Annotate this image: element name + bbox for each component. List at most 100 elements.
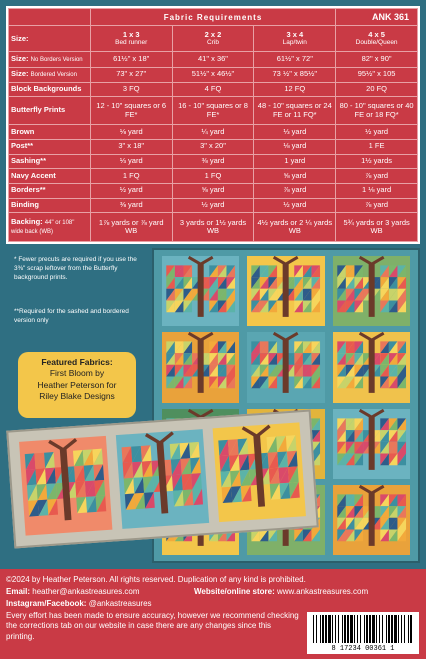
size-header-cell: 3 x 4 Lap/twin (253, 25, 337, 53)
table-cell: 3" x 18" (89, 138, 173, 155)
social-handle[interactable]: @ankastreasures (88, 599, 152, 608)
butterfly-block (115, 429, 210, 529)
table-cell: ⅜ yard (171, 153, 255, 170)
butterfly-block (212, 422, 306, 523)
fabric-requirements-table: Fabric Requirements ANK 361 Size: 1 x 3 Be… (6, 6, 420, 244)
table-cell: 73 ½" x 85½" (253, 66, 337, 83)
table-cell: 1 FE (335, 138, 418, 155)
butterfly-block (332, 332, 410, 403)
row-label: Binding (11, 200, 39, 210)
table-cell: 41" x 36" (171, 51, 255, 68)
table-row: Size: Bordered Version 73" x 27" 51½" x 46… (8, 66, 418, 83)
table-cell: ⅜ yard (89, 197, 173, 214)
disclaimer: Every effort has been made to ensure acc… (6, 611, 299, 641)
featured-line-2: Heather Peterson for (37, 379, 117, 390)
pattern-code: ANK 361 (335, 7, 418, 27)
row-label: Backing: (11, 217, 43, 227)
website-link[interactable]: www.ankastreasures.com (277, 587, 369, 596)
size-header-cell: 4 x 5 Double/Queen (335, 25, 418, 53)
table-row: Block Backgrounds 3 FQ 4 FQ 12 FQ 20 FQ (8, 81, 418, 98)
table-cell: 3 yards or 1½ yards WB (171, 212, 255, 242)
size-name: Crib (207, 39, 219, 47)
table-cell: ½ yard (171, 197, 255, 214)
barcode: 8 17234 00361 1 (307, 612, 419, 654)
table-cell: 1½ yards (335, 153, 418, 170)
size-dims: 3 x 4 (286, 29, 304, 39)
row-label: Size: (11, 69, 29, 79)
butterfly-block (162, 332, 240, 403)
row-label: Size: (11, 54, 29, 63)
row-label-cell: Block Backgrounds (8, 81, 91, 98)
table-cell: ⅛ yard (253, 138, 337, 155)
table-corner (8, 7, 91, 27)
table-title: Fabric Requirements (89, 7, 337, 27)
table-cell: ½ yard (335, 124, 418, 140)
table-cell: 73" x 27" (89, 66, 173, 83)
table-cell: ½ yard (253, 197, 337, 214)
table-row: Post** 3" x 18" 3" x 20" ⅛ yard 1 FE (8, 138, 418, 155)
large-quilt-image (152, 248, 420, 563)
table-cell: ⅝ yard (253, 168, 337, 184)
size-name: Bed runner (115, 39, 148, 47)
table-cell: ⅞ yard (335, 197, 418, 214)
size-dims: 1 x 3 (122, 29, 140, 39)
row-label-cell: Borders** (8, 182, 91, 199)
size-dims: 2 x 2 (204, 29, 222, 39)
row-label: Borders** (11, 185, 46, 195)
copyright: ©2024 by Heather Peterson. All rights re… (6, 575, 306, 584)
table-cell: 1 ⅛ yard (335, 182, 418, 199)
size-header-cell: 2 x 2 Crib (171, 25, 255, 53)
table-cell: 12 FQ (253, 81, 337, 98)
website-label: Website/online store: (194, 587, 275, 596)
table-row: Brown ⅛ yard ¼ yard ⅓ yard ½ yard (8, 124, 418, 140)
table-cell: 1 FQ (89, 168, 173, 184)
table-cell: ⅛ yard (89, 124, 173, 140)
table-cell: 61½" x 18" (89, 51, 173, 68)
size-header-cell: 1 x 3 Bed runner (89, 25, 173, 53)
row-label: Navy Accent (11, 170, 56, 180)
butterfly-block (332, 484, 410, 555)
featured-heading: Featured Fabrics: (41, 357, 113, 367)
row-label: Sashing** (11, 156, 47, 166)
social-label: Instagram/Facebook: (6, 599, 87, 608)
table-cell: ⅞ yard (253, 182, 337, 199)
row-label-cell: Sashing** (8, 153, 91, 170)
table-row: Backing: 44" or 108" wide back (WB) 1⅞ ya… (8, 212, 418, 242)
email-link[interactable]: heather@ankastreasures.com (32, 587, 140, 596)
table-cell: 82" x 90" (335, 51, 418, 68)
sashing-note: **Required for the sashed and bordered v… (14, 308, 129, 324)
butterfly-block (247, 255, 325, 327)
row-label-cell: Size: Bordered Version (8, 66, 91, 83)
size-name: Double/Queen (355, 39, 398, 47)
table-cell: 16 - 10" squares or 8 FE* (171, 96, 255, 126)
featured-fabrics-box: Featured Fabrics: First Bloom by Heather… (18, 352, 136, 418)
size-header-label: Size: (8, 25, 91, 53)
size-name: Lap/twin (282, 39, 307, 47)
row-sublabel: Bordered Version (30, 72, 77, 79)
row-label-cell: Brown (8, 124, 91, 140)
row-label-cell: Navy Accent (8, 168, 91, 184)
butterfly-block (19, 435, 113, 536)
row-label: Post** (11, 141, 34, 151)
row-label-cell: Backing: 44" or 108" wide back (WB) (8, 212, 91, 242)
table-cell: 61½" x 72" (253, 51, 337, 68)
bed-runner-quilt-image (6, 409, 319, 549)
table-row: Sashing** ⅓ yard ⅜ yard 1 yard 1½ yards (8, 153, 418, 170)
butterfly-block (162, 255, 240, 327)
barcode-digits: 8 17234 00361 1 (331, 645, 395, 653)
row-label-cell: Butterfly Prints (8, 96, 91, 126)
table-cell: ⅓ yard (253, 124, 337, 140)
row-sublabel: 44" or 108" wide back (WB) (11, 220, 75, 236)
table-cell: ½ yard (89, 182, 173, 199)
table-cell: 3" x 20" (171, 138, 255, 155)
table-cell: 4 FQ (171, 81, 255, 98)
row-label-cell: Binding (8, 197, 91, 214)
row-label: Brown (11, 126, 35, 136)
size-dims: 4 x 5 (368, 29, 385, 39)
table-row: Navy Accent 1 FQ 1 FQ ⅝ yard ⅞ yard (8, 168, 418, 184)
row-label-cell: Size: No Borders Version (8, 51, 91, 68)
row-sublabel: No Borders Version (30, 57, 83, 63)
butterfly-block (247, 332, 325, 403)
table-row: Butterfly Prints 12 - 10" squares or 6 FE… (8, 96, 418, 126)
table-cell: 5¾ yards or 3 yards WB (335, 212, 418, 242)
